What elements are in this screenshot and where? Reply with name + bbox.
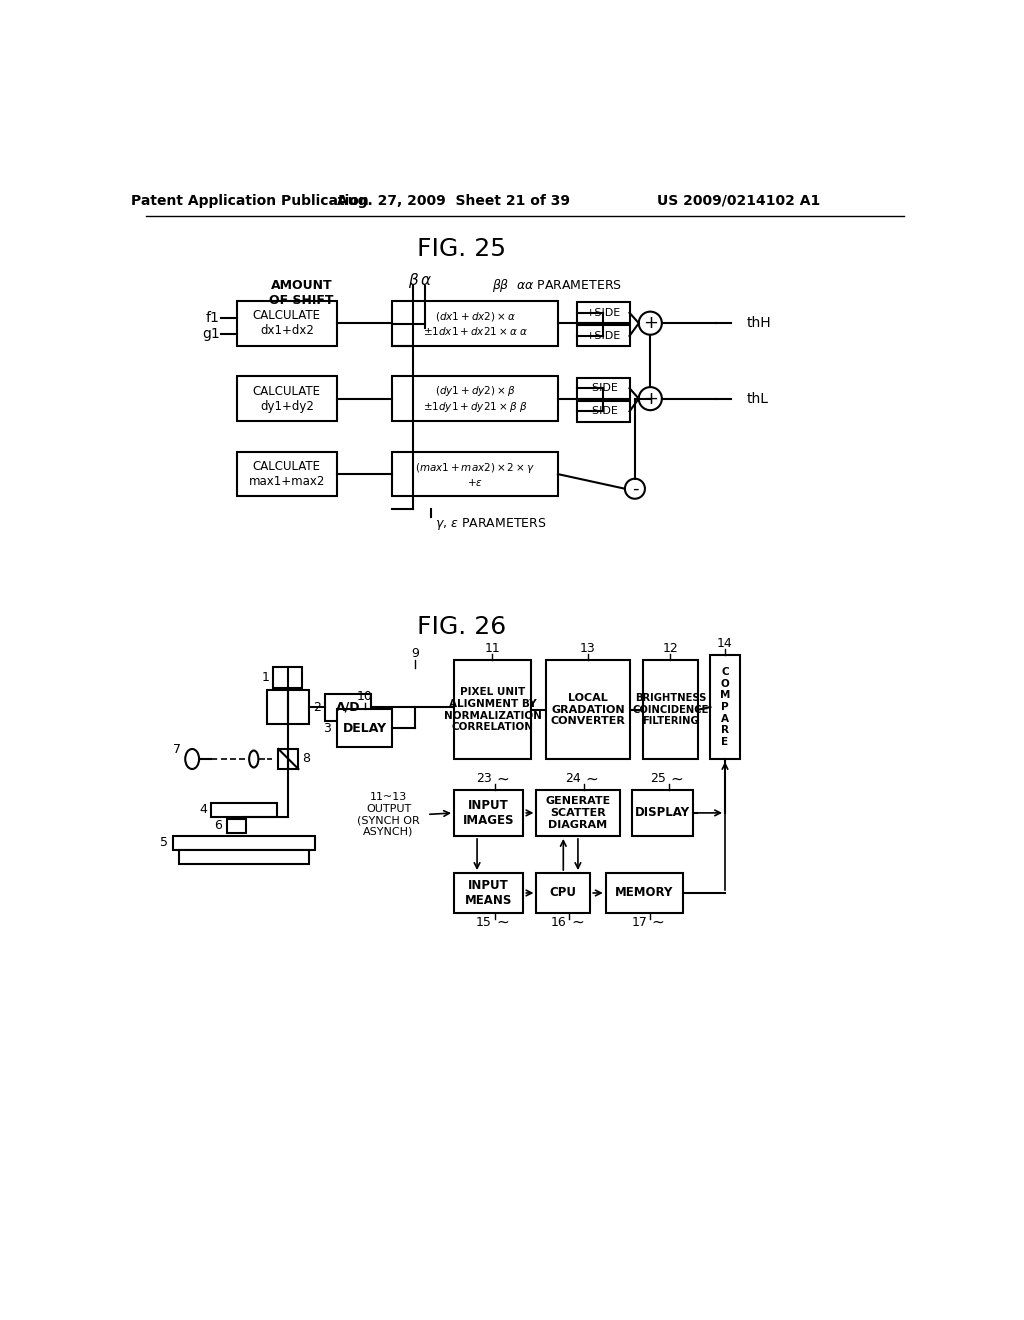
Text: $(max1+max2)\times2\times\gamma$
$+\varepsilon$: $(max1+max2)\times2\times\gamma$ $+\vare…	[415, 461, 536, 487]
Bar	[537, 789, 620, 836]
Bar	[392, 301, 558, 346]
Text: 1: 1	[261, 671, 269, 684]
Text: 9: 9	[412, 647, 420, 660]
Text: CALCULATE
dy1+dy2: CALCULATE dy1+dy2	[253, 384, 321, 413]
Text: 23: 23	[476, 772, 492, 785]
Text: C
O
M
P
A
R
E: C O M P A R E	[720, 667, 730, 747]
Text: 14: 14	[717, 638, 733, 649]
Text: thH: thH	[746, 317, 771, 330]
Bar	[643, 660, 698, 759]
Bar	[392, 451, 558, 496]
Bar	[632, 789, 693, 836]
Bar	[325, 693, 371, 721]
Text: CALCULATE
dx1+dx2: CALCULATE dx1+dx2	[253, 309, 321, 337]
Bar	[211, 803, 276, 817]
Bar	[454, 660, 531, 759]
Text: ~: ~	[586, 771, 598, 787]
Text: DELAY: DELAY	[343, 722, 387, 735]
Bar	[237, 301, 337, 346]
Text: 16: 16	[551, 916, 566, 929]
Text: $\alpha$: $\alpha$	[420, 272, 431, 288]
Text: +: +	[643, 389, 657, 408]
Text: 2: 2	[313, 701, 321, 714]
Text: ~: ~	[497, 771, 509, 787]
Text: ~: ~	[571, 915, 584, 929]
Bar	[267, 690, 309, 725]
Text: GENERATE
SCATTER
DIAGRAM: GENERATE SCATTER DIAGRAM	[546, 796, 610, 829]
Text: AMOUNT
OF SHIFT: AMOUNT OF SHIFT	[269, 279, 334, 308]
Text: BRIGHTNESS
COINCIDENCE
FILTERING: BRIGHTNESS COINCIDENCE FILTERING	[632, 693, 709, 726]
Text: 11~13
OUTPUT
(SYNCH OR
ASYNCH): 11~13 OUTPUT (SYNCH OR ASYNCH)	[357, 792, 420, 837]
Text: 6: 6	[214, 820, 222, 833]
Bar	[454, 873, 523, 913]
Text: 12: 12	[663, 643, 678, 656]
Bar	[237, 376, 337, 421]
Text: Aug. 27, 2009  Sheet 21 of 39: Aug. 27, 2009 Sheet 21 of 39	[338, 194, 570, 207]
Bar	[237, 451, 337, 496]
Bar	[392, 376, 558, 421]
Bar	[578, 302, 630, 323]
Text: $\beta\beta\ \ \alpha\alpha\ $PARAMETERS: $\beta\beta\ \ \alpha\alpha\ $PARAMETERS	[493, 277, 623, 294]
Bar	[179, 850, 309, 863]
Bar	[547, 660, 630, 759]
Text: PIXEL UNIT
ALIGNMENT BY
NORMALIZATION
CORRELATION: PIXEL UNIT ALIGNMENT BY NORMALIZATION CO…	[443, 688, 542, 733]
Bar	[279, 748, 298, 770]
Text: ~: ~	[497, 915, 509, 929]
Bar	[605, 873, 683, 913]
Text: 7: 7	[173, 743, 180, 756]
Text: +SIDE: +SIDE	[586, 331, 621, 341]
Bar	[578, 401, 630, 422]
Text: $\gamma$, $\varepsilon$ PARAMETERS: $\gamma$, $\varepsilon$ PARAMETERS	[435, 516, 546, 532]
Text: LOCAL
GRADATION
CONVERTER: LOCAL GRADATION CONVERTER	[551, 693, 626, 726]
Text: 5: 5	[161, 837, 168, 850]
Bar	[578, 326, 630, 346]
Bar	[337, 709, 392, 747]
Text: US 2009/0214102 A1: US 2009/0214102 A1	[657, 194, 820, 207]
Text: -SIDE: -SIDE	[589, 383, 618, 393]
Text: 8: 8	[302, 752, 310, 766]
Text: 25: 25	[650, 772, 666, 785]
Text: $(dx1+dx2)\times\alpha$
$\pm1dx1+dx21\times\alpha\ \alpha$: $(dx1+dx2)\times\alpha$ $\pm1dx1+dx21\ti…	[423, 310, 527, 337]
Text: A/D: A/D	[336, 701, 360, 714]
Text: f1: f1	[206, 310, 220, 325]
Text: $(dy1+dy2)\times\beta$
$\pm1dy1+dy21\times\beta\ \beta$: $(dy1+dy2)\times\beta$ $\pm1dy1+dy21\tim…	[423, 384, 527, 413]
Text: MEMORY: MEMORY	[615, 887, 674, 899]
Bar	[273, 667, 302, 688]
Text: FIG. 26: FIG. 26	[417, 615, 506, 639]
Text: 17: 17	[632, 916, 647, 929]
Text: g1: g1	[202, 327, 220, 341]
Text: thL: thL	[746, 392, 769, 405]
Text: 24: 24	[565, 772, 582, 785]
Ellipse shape	[249, 751, 258, 767]
Bar	[173, 836, 315, 850]
Text: -SIDE: -SIDE	[589, 407, 618, 416]
Text: Patent Application Publication: Patent Application Publication	[131, 194, 369, 207]
Bar	[226, 818, 246, 833]
Text: DISPLAY: DISPLAY	[635, 807, 690, 820]
Text: -: -	[632, 479, 638, 498]
Bar	[537, 873, 590, 913]
Text: +SIDE: +SIDE	[586, 308, 621, 318]
Text: 15: 15	[476, 916, 492, 929]
Text: FIG. 25: FIG. 25	[417, 238, 506, 261]
Text: 10: 10	[356, 690, 373, 704]
Text: 3: 3	[323, 722, 331, 735]
Text: ~: ~	[652, 915, 665, 929]
Bar	[578, 378, 630, 399]
Bar	[454, 789, 523, 836]
Text: ~: ~	[671, 771, 683, 787]
Text: 11: 11	[484, 643, 501, 656]
Text: 4: 4	[199, 804, 207, 816]
Text: CALCULATE
max1+max2: CALCULATE max1+max2	[249, 461, 325, 488]
Text: INPUT
MEANS: INPUT MEANS	[465, 879, 512, 907]
Text: 13: 13	[580, 643, 596, 656]
Bar	[711, 655, 739, 759]
Text: CPU: CPU	[550, 887, 577, 899]
Text: $\beta$: $\beta$	[408, 271, 419, 289]
Text: INPUT
IMAGES: INPUT IMAGES	[463, 799, 514, 826]
Text: +: +	[643, 314, 657, 333]
